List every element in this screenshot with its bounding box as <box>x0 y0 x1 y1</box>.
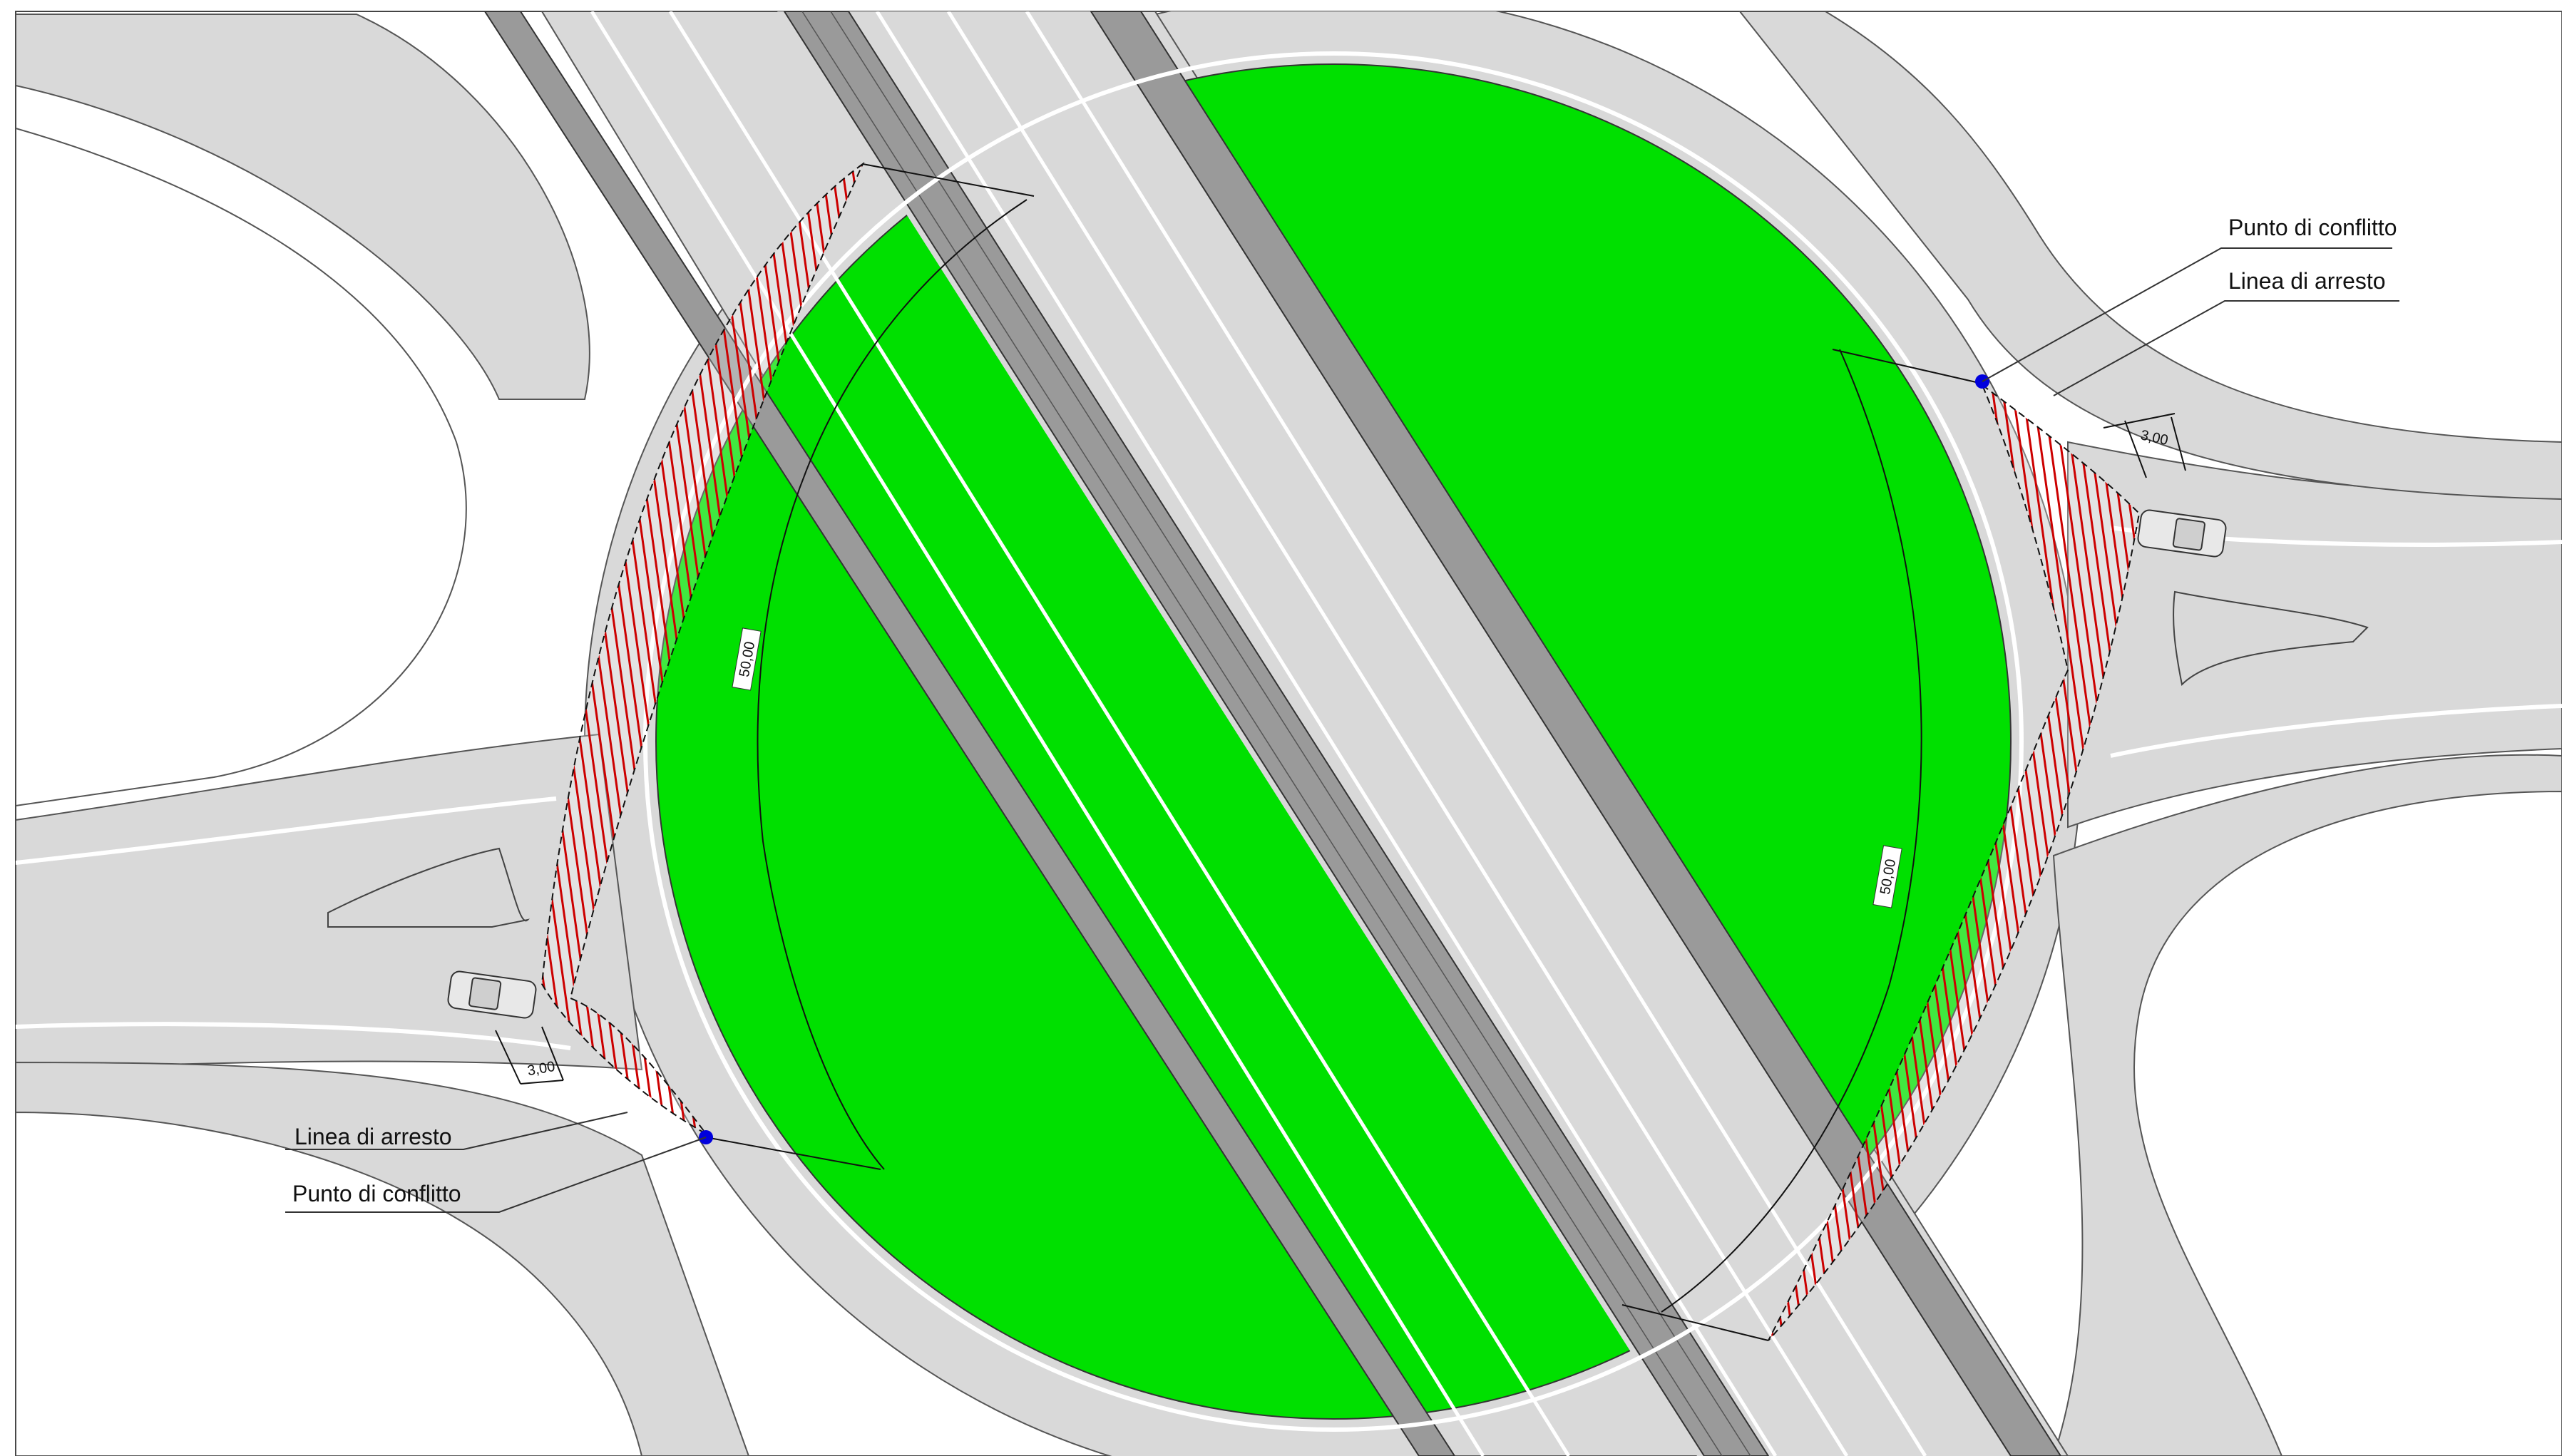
splitter-island-east <box>2173 590 2369 687</box>
land-pocket-north-east <box>1824 11 2562 444</box>
stop-line-dimensions <box>495 413 2186 1085</box>
overpass-parapets <box>483 11 2062 1456</box>
lane-markings <box>590 11 1927 1456</box>
median-detail <box>801 11 1751 1456</box>
road-arm-west-upper <box>16 14 590 400</box>
callout-west-conflict-point: Punto di conflitto <box>292 1181 461 1206</box>
land-pockets <box>16 11 2562 1456</box>
visibility-area-west <box>540 162 865 1134</box>
parapet-median <box>783 11 1770 1456</box>
radius-arc-west <box>757 199 1028 1170</box>
land-pocket-west <box>16 127 467 807</box>
radius-arc-east <box>1661 349 1922 1313</box>
callout-leaders <box>285 247 2399 1213</box>
splitter-islands <box>327 590 2369 928</box>
callout-east-conflict-point: Punto di conflitto <box>2228 215 2397 240</box>
parapet-east <box>1090 11 2062 1456</box>
construction-lines <box>705 163 1983 1341</box>
callout-west-stop-line: Linea di arresto <box>294 1124 452 1149</box>
callout-east-stop-line: Linea di arresto <box>2228 268 2386 294</box>
dimension-labels: 50,00 50,00 3,00 3,00 <box>526 427 2170 1079</box>
splitter-island-west <box>327 847 531 928</box>
land-pocket-east <box>2133 790 2562 1456</box>
callout-labels: Punto di conflitto Linea di arresto Line… <box>292 215 2397 1206</box>
car-icon-east <box>2137 509 2227 558</box>
land-pocket-south-west <box>16 1111 643 1456</box>
car-icon-west <box>447 970 537 1019</box>
vehicles <box>447 509 2227 1019</box>
